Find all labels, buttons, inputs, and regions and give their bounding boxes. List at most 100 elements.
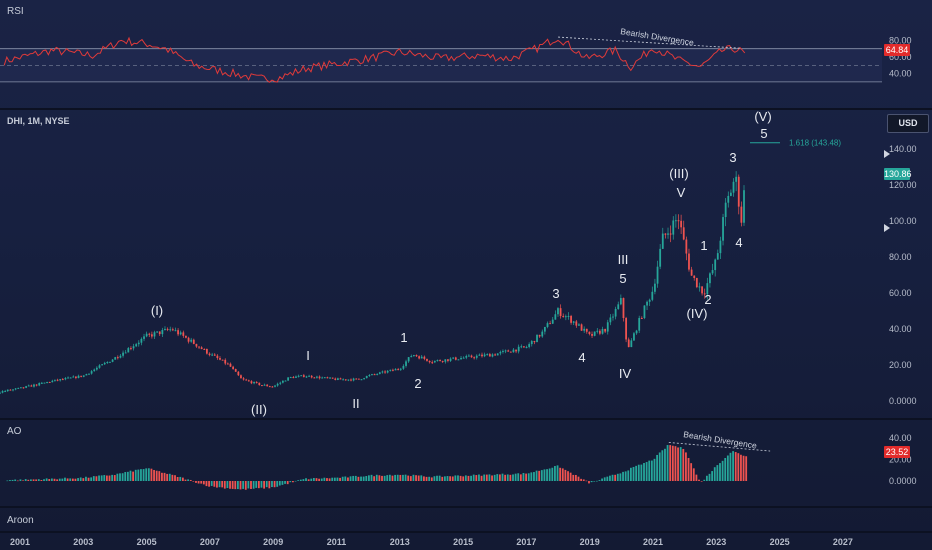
candle xyxy=(601,328,604,334)
candle xyxy=(457,359,460,361)
ao-bar xyxy=(126,471,129,481)
candle xyxy=(405,361,407,366)
ao-bar xyxy=(158,471,161,481)
wave-label: III xyxy=(618,252,629,267)
ao-bar xyxy=(79,477,82,481)
currency-button[interactable]: USD xyxy=(887,114,929,133)
candle xyxy=(606,322,609,332)
ao-bar xyxy=(402,474,404,481)
ao-bar xyxy=(603,477,606,481)
ao-bar xyxy=(100,475,103,481)
candle xyxy=(350,379,352,381)
ao-bar xyxy=(205,481,208,487)
ao-bar xyxy=(687,458,690,481)
ao-bar xyxy=(708,473,711,481)
candle xyxy=(258,382,261,386)
candle xyxy=(352,378,355,381)
ao-bar xyxy=(493,474,496,481)
candle xyxy=(185,335,187,338)
ao-bar xyxy=(383,475,386,481)
candle xyxy=(95,367,98,370)
candle xyxy=(423,356,426,359)
candle xyxy=(85,374,88,376)
ao-bar xyxy=(506,474,509,481)
price-tick-label: 140.00 xyxy=(889,144,917,154)
ao-bar xyxy=(527,473,530,481)
ao-bar xyxy=(197,481,200,484)
candle xyxy=(397,369,400,371)
ao-bar xyxy=(37,479,40,481)
ao-bar xyxy=(74,478,77,481)
ao-bar xyxy=(462,476,465,481)
ao-bar xyxy=(470,475,472,481)
candle xyxy=(648,299,651,302)
candle xyxy=(355,378,358,380)
ao-bar xyxy=(237,481,239,490)
ao-bar xyxy=(724,458,727,481)
wave-label: 3 xyxy=(552,286,559,301)
ao-current-badge: 23.52 xyxy=(884,446,910,458)
ao-bar xyxy=(226,481,229,489)
ao-bar xyxy=(344,476,347,481)
candle xyxy=(250,381,253,384)
ao-bar xyxy=(637,464,640,481)
candle xyxy=(156,331,159,333)
ao-bar xyxy=(187,479,190,481)
candle xyxy=(488,354,491,357)
ao-bar xyxy=(417,475,420,481)
ao-bar xyxy=(705,475,708,481)
ao-bar xyxy=(514,473,517,481)
ao-bar xyxy=(265,481,268,488)
candle xyxy=(25,386,28,388)
ao-bar xyxy=(45,478,48,481)
ao-bar xyxy=(260,481,263,488)
candle xyxy=(326,377,329,379)
wave-label: IV xyxy=(619,366,632,381)
ao-bar xyxy=(315,478,318,481)
aroon-pane-separator[interactable] xyxy=(0,506,932,508)
ao-tick-label: 40.00 xyxy=(889,433,912,443)
rsi-pane-separator[interactable] xyxy=(0,108,932,110)
ao-bar xyxy=(242,481,245,489)
candle xyxy=(525,346,528,348)
candle xyxy=(334,378,337,380)
ao-bar xyxy=(121,473,124,481)
ao-bar xyxy=(373,476,376,481)
ao-bar xyxy=(716,465,719,481)
candle xyxy=(206,348,208,354)
candle xyxy=(200,347,203,349)
candle xyxy=(698,286,701,288)
ao-bar xyxy=(467,475,470,481)
ao-bar xyxy=(700,481,703,482)
candle xyxy=(609,317,612,323)
ao-bar xyxy=(171,474,174,481)
ao-bar xyxy=(318,478,321,481)
candle xyxy=(187,337,190,342)
ao-bar xyxy=(362,476,365,481)
ao-bar xyxy=(598,480,601,481)
candle xyxy=(9,389,12,391)
ao-bar xyxy=(556,465,559,481)
ao-bar xyxy=(174,475,176,481)
ao-pane-title: AO xyxy=(7,426,22,437)
candle xyxy=(630,340,633,348)
ao-pane-separator[interactable] xyxy=(0,418,932,420)
candle xyxy=(654,283,656,292)
candle xyxy=(431,362,434,364)
ao-bar xyxy=(155,470,158,481)
candle xyxy=(415,355,418,357)
ao-bar xyxy=(428,476,431,481)
candle xyxy=(46,381,48,383)
candle xyxy=(313,377,316,379)
ao-bar xyxy=(499,474,501,481)
candle xyxy=(198,346,200,348)
candle xyxy=(297,375,300,377)
ao-bar xyxy=(443,476,446,481)
wave-label: (II) xyxy=(251,402,267,417)
candle xyxy=(638,318,641,331)
candle xyxy=(88,373,90,375)
ao-bar xyxy=(501,473,504,481)
candle xyxy=(4,391,7,393)
